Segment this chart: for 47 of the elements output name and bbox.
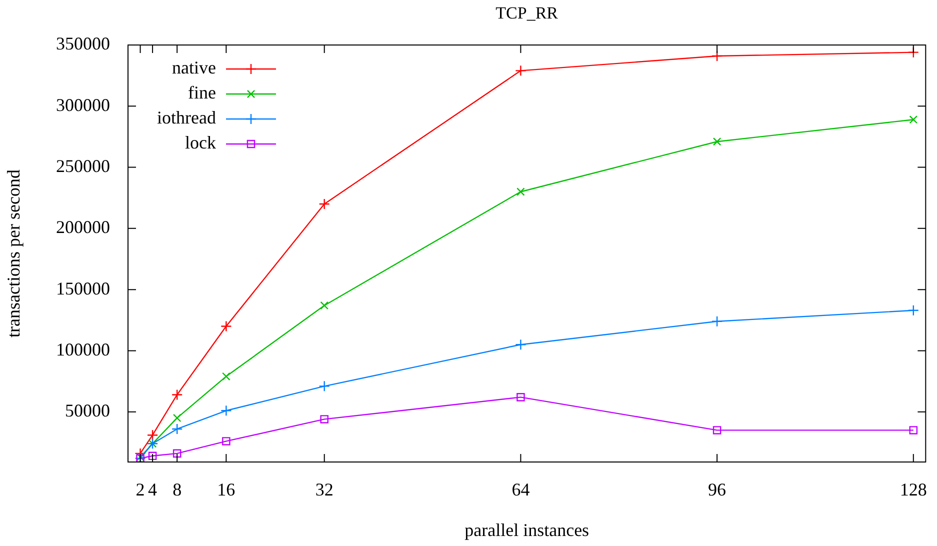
point — [172, 414, 182, 422]
x-tick-label: 4 — [148, 480, 158, 500]
point — [148, 452, 157, 460]
x-tick-label: 64 — [512, 480, 530, 500]
point — [515, 65, 526, 76]
x-tick-label: 2 — [136, 480, 145, 500]
y-axis-title: transactions per second — [4, 170, 24, 338]
point — [516, 393, 525, 402]
point — [515, 339, 526, 350]
y-tick-label: 250000 — [56, 156, 110, 176]
point — [318, 198, 330, 210]
legend-label: native — [172, 58, 216, 78]
point — [908, 304, 919, 316]
point — [171, 423, 183, 435]
point — [712, 137, 722, 146]
x-tick-label: 16 — [217, 480, 236, 500]
x-axis-title: parallel instances — [464, 520, 590, 540]
y-tick-label: 350000 — [56, 34, 110, 54]
y-tick-label: 150000 — [56, 278, 110, 298]
point — [222, 372, 230, 381]
point — [712, 426, 722, 434]
point — [711, 50, 723, 62]
point — [711, 316, 723, 327]
x-tick-label: 32 — [315, 480, 334, 500]
y-tick-label: 300000 — [56, 94, 110, 115]
x-tick-label: 8 — [172, 480, 182, 500]
y-tick-label: 200000 — [56, 217, 110, 238]
x-tick-label: 96 — [708, 480, 726, 500]
y-tick-label: 100000 — [56, 339, 110, 360]
chart-title: TCP_RR — [496, 3, 559, 22]
point — [171, 389, 183, 400]
point — [146, 429, 158, 441]
point — [172, 449, 182, 458]
point — [320, 301, 328, 310]
legend-label: iothread — [157, 108, 216, 128]
point — [320, 415, 328, 424]
point — [909, 426, 918, 434]
point — [220, 405, 232, 416]
legend-label: lock — [185, 132, 216, 153]
legend-label: fine — [188, 82, 216, 103]
y-tick-label: 50000 — [65, 400, 110, 421]
x-tick-label: 128 — [900, 480, 927, 500]
point — [909, 115, 918, 124]
point — [516, 188, 525, 196]
point — [220, 320, 232, 332]
point — [318, 380, 330, 392]
point — [222, 437, 230, 446]
